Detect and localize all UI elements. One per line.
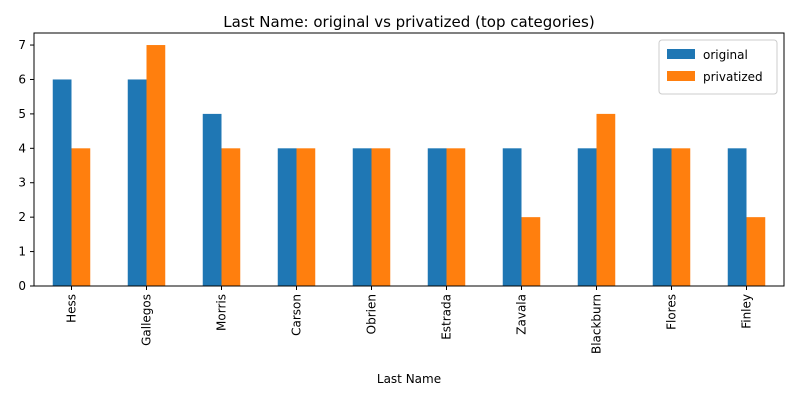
bar-privatized-carson [296, 148, 316, 286]
x-tick-label-finley: Finley [740, 294, 754, 329]
bar-privatized-finley [746, 217, 766, 286]
y-tick-label: 5 [18, 107, 26, 121]
y-tick-label: 2 [18, 210, 26, 224]
y-tick-label: 4 [18, 141, 26, 155]
x-tick-label-blackburn: Blackburn [590, 294, 604, 354]
legend-swatch-privatized [667, 71, 695, 81]
bar-original-gallegos [127, 79, 147, 286]
bar-privatized-flores [671, 148, 691, 286]
bar-privatized-zavala [521, 217, 541, 286]
x-tick-label-zavala: Zavala [515, 294, 529, 335]
x-axis-label: Last Name [377, 372, 441, 386]
bar-original-zavala [502, 148, 522, 286]
bar-privatized-obrien [371, 148, 391, 286]
bar-original-morris [202, 113, 222, 286]
x-tick-label-obrien: Obrien [365, 294, 379, 334]
y-tick-label: 7 [18, 38, 26, 52]
legend-label-privatized: privatized [703, 70, 763, 84]
x-tick-label-estrada: Estrada [440, 294, 454, 340]
y-tick-label: 1 [18, 245, 26, 259]
bar-original-estrada [427, 148, 447, 286]
bar-original-blackburn [577, 148, 597, 286]
bar-original-carson [277, 148, 297, 286]
x-tick-label-gallegos: Gallegos [140, 294, 154, 346]
bar-original-flores [652, 148, 672, 286]
bar-original-hess [52, 79, 72, 286]
bars-group [52, 45, 766, 286]
chart-title: Last Name: original vs privatized (top c… [223, 13, 594, 31]
x-tick-label-carson: Carson [290, 294, 304, 336]
y-tick-label: 0 [18, 279, 26, 293]
bar-original-finley [727, 148, 747, 286]
x-tick-label-morris: Morris [215, 294, 229, 331]
legend-label-original: original [703, 48, 748, 62]
legend-swatch-original [667, 49, 695, 59]
bar-privatized-gallegos [146, 45, 166, 286]
plot-frame [33, 32, 785, 287]
y-axis: 0 1 2 3 4 5 6 7 [18, 38, 34, 293]
bar-privatized-morris [221, 148, 241, 286]
x-axis: Hess Gallegos Morris Carson Obrien Estrada Zav… [65, 286, 754, 354]
legend: original privatized [658, 39, 778, 95]
y-tick-label: 6 [18, 72, 26, 86]
bar-privatized-blackburn [596, 113, 616, 286]
bar-original-obrien [352, 148, 372, 286]
bar-privatized-estrada [446, 148, 466, 286]
y-tick-label: 3 [18, 176, 26, 190]
bar-privatized-hess [71, 148, 91, 286]
x-tick-label-hess: Hess [65, 294, 79, 323]
x-tick-label-flores: Flores [665, 294, 679, 330]
